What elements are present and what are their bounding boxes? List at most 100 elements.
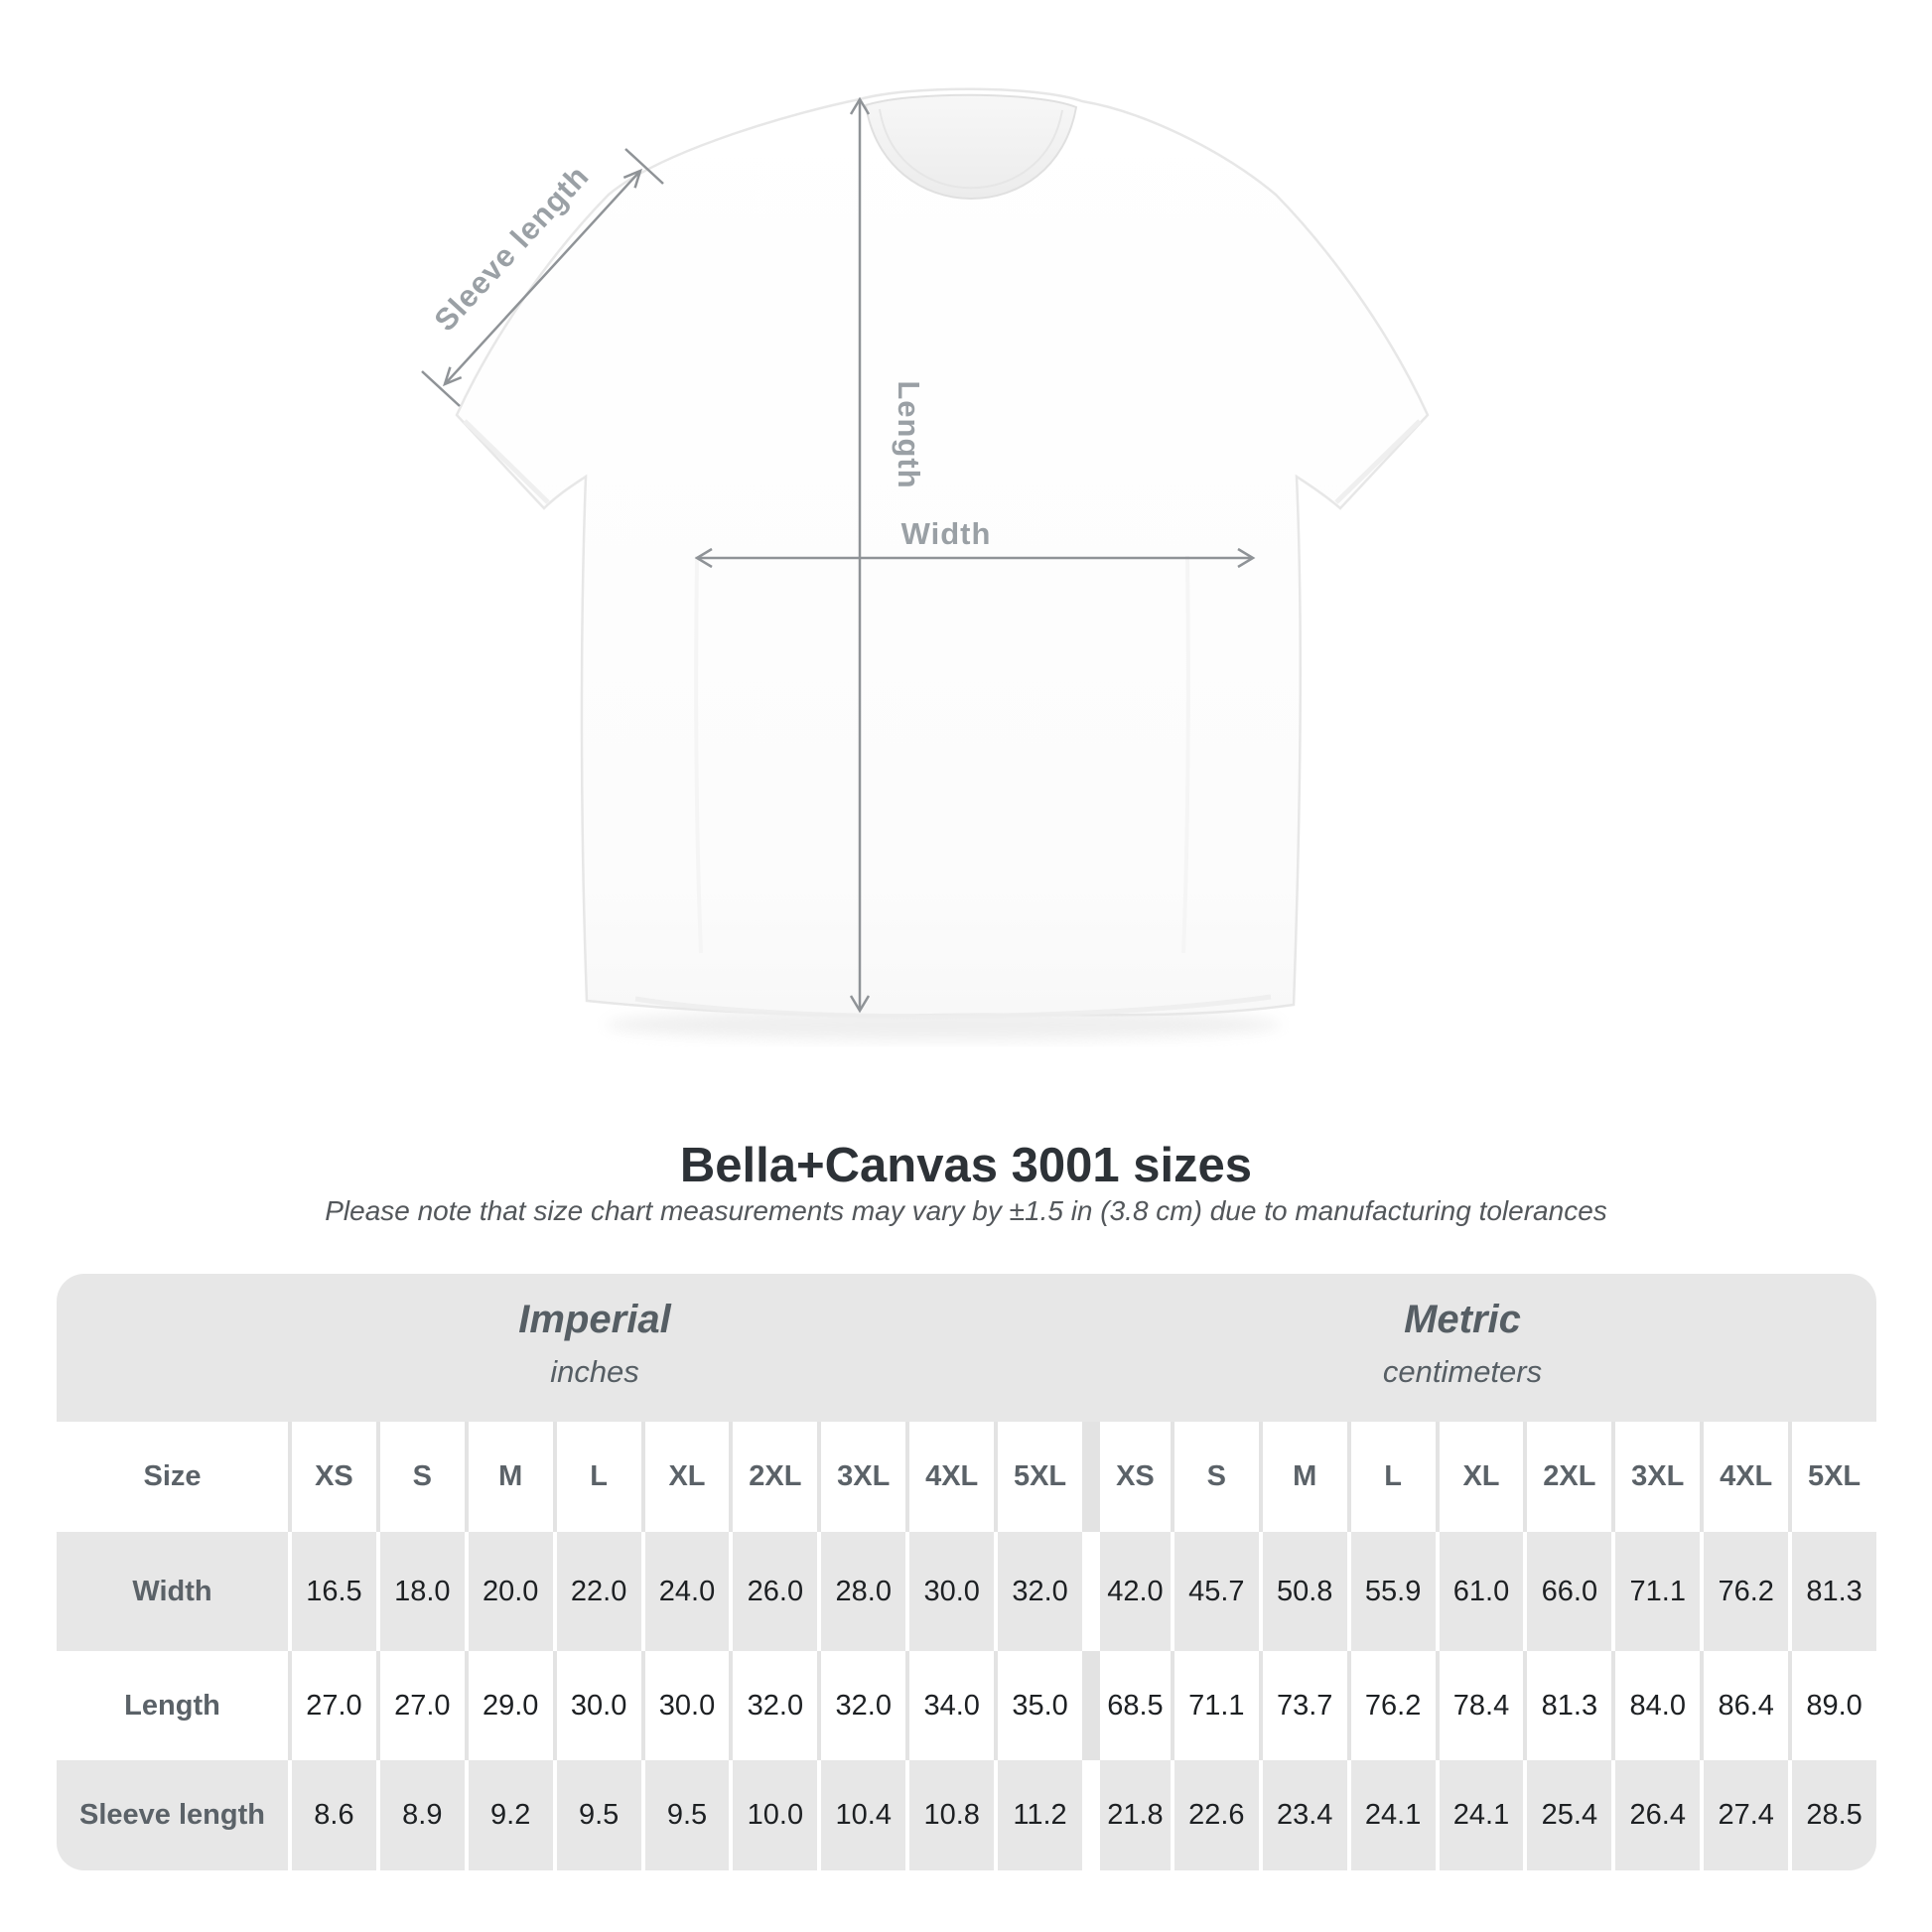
sleeve-metric-value: 25.4	[1523, 1760, 1612, 1870]
sleeve-metric-value: 24.1	[1435, 1760, 1524, 1870]
size-col-header-metric: 3XL	[1611, 1422, 1701, 1532]
width-metric-value: 45.7	[1170, 1532, 1259, 1651]
sleeve-imperial-value: 8.6	[288, 1760, 376, 1870]
sleeve-imperial-value: 10.8	[905, 1760, 995, 1870]
length-metric-value: 73.7	[1258, 1651, 1347, 1760]
sleeve-imperial-value: 9.5	[552, 1760, 641, 1870]
length-metric-value: 89.0	[1788, 1651, 1876, 1760]
width-measure	[694, 547, 1256, 569]
size-col-header-imperial: 2XL	[729, 1422, 818, 1532]
length-imperial-value: 30.0	[552, 1651, 641, 1760]
sleeve-imperial-value: 8.9	[375, 1760, 465, 1870]
width-imperial-value: 22.0	[552, 1532, 641, 1651]
width-imperial-value: 28.0	[817, 1532, 906, 1651]
size-col-header-metric: M	[1258, 1422, 1347, 1532]
width-metric-value: 50.8	[1258, 1532, 1347, 1651]
size-col-header-imperial: 4XL	[905, 1422, 995, 1532]
length-label: Length	[892, 380, 926, 488]
sleeve-metric-value: 23.4	[1258, 1760, 1347, 1870]
imperial-label: Imperial	[518, 1298, 671, 1341]
sleeve-metric-value: 27.4	[1700, 1760, 1789, 1870]
length-imperial-value: 35.0	[994, 1651, 1082, 1760]
metric-group-header: Metric centimeters	[1383, 1274, 1542, 1422]
width-metric-value: 81.3	[1788, 1532, 1876, 1651]
sleeve-imperial-value: 10.4	[817, 1760, 906, 1870]
length-measure	[849, 96, 871, 1014]
size-col-header-metric: 2XL	[1523, 1422, 1612, 1532]
length-metric-value: 68.5	[1081, 1651, 1171, 1760]
width-imperial-value: 20.0	[464, 1532, 553, 1651]
length-imperial-value: 29.0	[464, 1651, 553, 1760]
size-table: Imperial inches Metric centimeters Size …	[57, 1274, 1876, 1870]
size-col-header-metric: 4XL	[1700, 1422, 1789, 1532]
size-header-label: Size	[57, 1422, 288, 1532]
length-metric-value: 76.2	[1346, 1651, 1436, 1760]
page-subtitle: Please note that size chart measurements…	[325, 1195, 1607, 1226]
width-metric-value: 76.2	[1700, 1532, 1789, 1651]
size-col-header-imperial: XS	[288, 1422, 376, 1532]
left-cuff-fold	[463, 419, 550, 504]
size-col-header-metric: XL	[1435, 1422, 1524, 1532]
width-metric-value: 71.1	[1611, 1532, 1701, 1651]
size-col-header-imperial: 3XL	[817, 1422, 906, 1532]
length-imperial-value: 27.0	[375, 1651, 465, 1760]
sleeve-imperial-value: 9.2	[464, 1760, 553, 1870]
size-col-header-metric: 5XL	[1788, 1422, 1876, 1532]
width-metric-value: 61.0	[1435, 1532, 1524, 1651]
sleeve-imperial-value: 10.0	[729, 1760, 818, 1870]
size-col-header-imperial: 5XL	[994, 1422, 1082, 1532]
size-col-header-metric: XS	[1081, 1422, 1171, 1532]
size-table-grid: Size XS S M L XL 2XL 3XL 4XL 5XL XS S M …	[57, 1422, 1876, 1870]
row-label-sleeve-length: Sleeve length	[57, 1760, 288, 1870]
row-label-width: Width	[57, 1532, 288, 1651]
width-metric-value: 55.9	[1346, 1532, 1436, 1651]
width-label: Width	[901, 516, 992, 551]
width-imperial-value: 16.5	[288, 1532, 376, 1651]
width-metric-value: 42.0	[1081, 1532, 1171, 1651]
metric-label: Metric	[1404, 1298, 1521, 1341]
hem-fold	[634, 994, 1272, 1020]
length-imperial-value: 30.0	[640, 1651, 730, 1760]
collar-rib-line	[879, 108, 1063, 190]
size-col-header-imperial: L	[552, 1422, 641, 1532]
sleeve-metric-value: 24.1	[1346, 1760, 1436, 1870]
imperial-group-header: Imperial inches	[518, 1274, 670, 1422]
shirt-shadow	[606, 1009, 1281, 1040]
width-imperial-value: 24.0	[640, 1532, 730, 1651]
length-imperial-value: 27.0	[288, 1651, 376, 1760]
metric-unit-label: centimeters	[1382, 1354, 1543, 1389]
page-title: Bella+Canvas 3001 sizes	[679, 1139, 1253, 1192]
unit-header-band: Imperial inches Metric centimeters	[57, 1274, 1876, 1422]
tshirt-diagram: Length Width Sleeve length	[421, 87, 1430, 1040]
tshirt-silhouette	[455, 87, 1430, 1017]
size-col-header-imperial: XL	[640, 1422, 730, 1532]
row-label-length: Length	[57, 1651, 288, 1760]
width-metric-value: 66.0	[1523, 1532, 1612, 1651]
length-metric-value: 86.4	[1700, 1651, 1789, 1760]
sleeve-metric-value: 28.5	[1788, 1760, 1876, 1870]
sleeve-imperial-value: 9.5	[640, 1760, 730, 1870]
sleeve-metric-value: 22.6	[1170, 1760, 1259, 1870]
sleeve-metric-value: 26.4	[1611, 1760, 1701, 1870]
size-col-header-metric: L	[1346, 1422, 1436, 1532]
size-col-header-metric: S	[1170, 1422, 1259, 1532]
length-imperial-value: 34.0	[905, 1651, 995, 1760]
length-metric-value: 78.4	[1435, 1651, 1524, 1760]
length-metric-value: 84.0	[1611, 1651, 1701, 1760]
width-imperial-value: 18.0	[375, 1532, 465, 1651]
size-col-header-imperial: M	[464, 1422, 553, 1532]
sleeve-metric-value: 21.8	[1081, 1760, 1171, 1870]
width-imperial-value: 32.0	[994, 1532, 1082, 1651]
length-metric-value: 81.3	[1523, 1651, 1612, 1760]
length-imperial-value: 32.0	[817, 1651, 906, 1760]
imperial-unit-label: inches	[550, 1354, 639, 1389]
sleeve-imperial-value: 11.2	[994, 1760, 1082, 1870]
width-imperial-value: 26.0	[729, 1532, 818, 1651]
length-imperial-value: 32.0	[729, 1651, 818, 1760]
size-col-header-imperial: S	[375, 1422, 465, 1532]
right-cuff-fold	[1334, 419, 1422, 504]
body-crease-left	[694, 555, 703, 954]
body-crease-right	[1181, 555, 1190, 954]
width-imperial-value: 30.0	[905, 1532, 995, 1651]
